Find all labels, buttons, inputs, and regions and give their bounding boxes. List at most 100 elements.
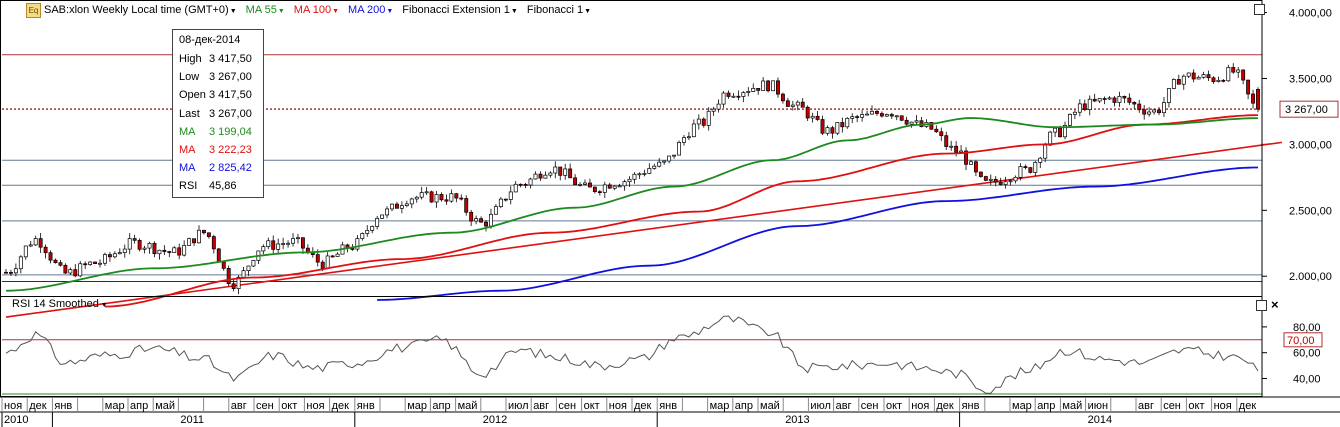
- candle: [1246, 79, 1251, 95]
- candle: [583, 182, 587, 185]
- rsi-panel-title[interactable]: RSI 14 Smoothed ▼: [12, 298, 108, 310]
- candle: [444, 199, 449, 202]
- candle: [820, 119, 825, 134]
- candle: [98, 262, 102, 265]
- month-label: окт: [281, 400, 297, 412]
- candle: [1018, 166, 1023, 178]
- candle: [805, 106, 810, 119]
- candle: [1256, 88, 1260, 110]
- month-label: апр: [130, 400, 148, 412]
- candle: [622, 181, 627, 187]
- candle: [137, 239, 142, 250]
- candle: [493, 206, 498, 215]
- candle: [83, 263, 88, 266]
- month-label: ноя: [609, 400, 627, 412]
- candle: [320, 261, 325, 269]
- candle: [969, 161, 973, 165]
- candle: [4, 271, 8, 274]
- dropdown-icon[interactable]: ▼: [277, 8, 285, 15]
- year-label: 2014: [1088, 414, 1112, 426]
- equity-icon[interactable]: Eq: [26, 2, 41, 18]
- rsi-close-icon[interactable]: ×: [1271, 297, 1279, 312]
- candle: [1008, 180, 1013, 183]
- month-label: апр: [735, 400, 753, 412]
- candle: [236, 276, 241, 289]
- candle: [13, 268, 18, 274]
- candle: [132, 238, 137, 241]
- tooltip-value: 3 199,04: [209, 125, 252, 138]
- candle: [830, 127, 835, 134]
- candle: [800, 101, 805, 108]
- candle: [1102, 98, 1107, 100]
- candle: [1058, 127, 1063, 138]
- candle: [117, 252, 122, 255]
- tooltip-row: Last 3 267,00: [173, 105, 263, 123]
- candle: [409, 198, 414, 205]
- tooltip-row: MA 3 199,04: [173, 123, 263, 141]
- tooltip-value: 3 267,00: [209, 71, 252, 84]
- candle: [1082, 103, 1087, 110]
- dropdown-icon[interactable]: ▼: [510, 8, 518, 15]
- candle: [281, 243, 286, 245]
- candle: [221, 261, 226, 269]
- candle: [1216, 79, 1221, 82]
- candle: [1092, 98, 1097, 102]
- legend-item-2[interactable]: MA 100▼: [293, 4, 340, 16]
- legend-item-5[interactable]: Fibonacci 1▼: [526, 4, 592, 16]
- candle: [894, 115, 899, 118]
- candle: [360, 233, 365, 239]
- candle: [419, 192, 424, 198]
- candle: [954, 145, 959, 153]
- candle: [1132, 102, 1137, 105]
- legend-item-1[interactable]: MA 55▼: [245, 4, 285, 16]
- rsi-tick-label: 40,00: [1293, 374, 1321, 386]
- candle: [790, 104, 795, 107]
- candle: [271, 240, 276, 250]
- candle: [157, 249, 162, 255]
- candle: [335, 253, 340, 257]
- legend-item-4[interactable]: Fibonacci Extension 1▼: [402, 4, 518, 16]
- candle: [879, 113, 884, 117]
- candle: [404, 203, 409, 206]
- candle: [756, 88, 761, 91]
- candle: [182, 245, 187, 256]
- candle: [568, 168, 573, 179]
- dropdown-icon[interactable]: ▼: [332, 8, 340, 15]
- candle: [1033, 162, 1038, 173]
- candle: [592, 186, 597, 192]
- rsi-maximize-icon[interactable]: [1256, 300, 1267, 311]
- candle: [642, 173, 647, 175]
- candle: [795, 101, 800, 106]
- maximize-icon[interactable]: [1254, 4, 1265, 15]
- candle: [1023, 166, 1028, 168]
- candle: [929, 122, 934, 130]
- tooltip-date: 08-дек-2014: [179, 34, 241, 46]
- candle: [1137, 103, 1142, 111]
- dropdown-icon[interactable]: ▼: [229, 8, 237, 15]
- candle: [88, 261, 93, 265]
- candle: [385, 208, 389, 216]
- candle: [370, 226, 375, 231]
- legend-item-0[interactable]: SAB:xlon Weekly Local time (GMT+0)▼: [44, 4, 237, 16]
- dropdown-icon[interactable]: ▼: [386, 8, 394, 15]
- candle: [741, 92, 746, 97]
- candle: [904, 119, 909, 125]
- legend-item-3[interactable]: MA 200▼: [348, 4, 394, 16]
- candle: [1196, 76, 1201, 80]
- candle: [53, 259, 58, 264]
- candle: [548, 172, 553, 176]
- candle: [785, 100, 790, 107]
- candle: [840, 122, 845, 128]
- candle: [815, 115, 820, 120]
- month-label: сен: [558, 400, 576, 412]
- candle: [1186, 72, 1191, 77]
- month-label: дек: [1239, 400, 1257, 412]
- candle: [439, 194, 444, 201]
- candle: [330, 255, 335, 258]
- candle: [296, 237, 300, 240]
- candle: [162, 249, 167, 252]
- candle: [315, 254, 320, 263]
- dropdown-icon[interactable]: ▼: [584, 8, 592, 15]
- rsi-level-label: 70,00: [1287, 335, 1315, 347]
